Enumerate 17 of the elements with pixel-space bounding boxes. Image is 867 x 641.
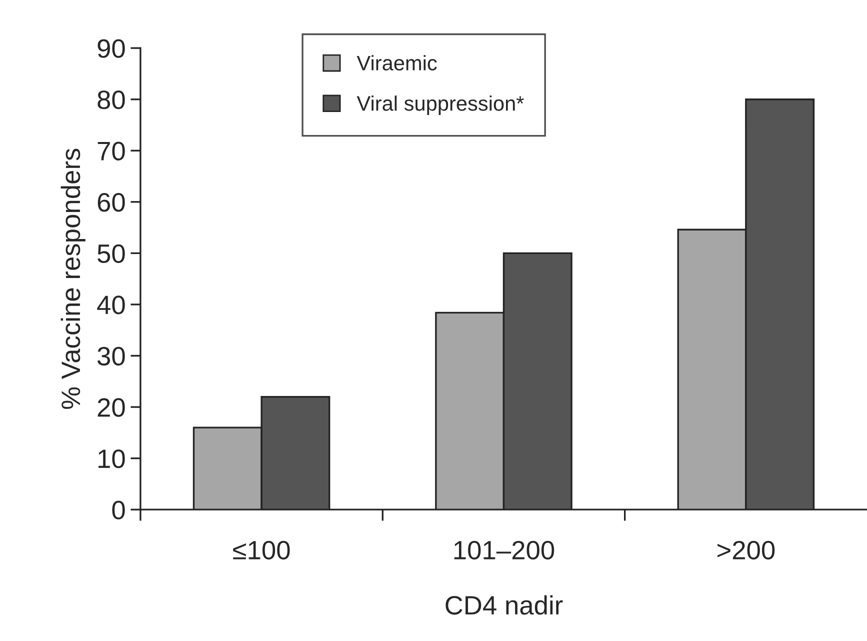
y-tick-label: 70 <box>98 142 125 160</box>
x-tick-label: 101–200 <box>454 540 554 560</box>
y-tick-label: 0 <box>112 500 125 520</box>
y-tick-label: 10 <box>98 449 125 468</box>
y-tick-label: 20 <box>98 398 125 417</box>
x-tick-label: ≤100 <box>233 540 290 560</box>
y-tick-label: 30 <box>98 346 125 366</box>
legend-label: Viral suppression* <box>356 96 524 115</box>
y-tick-label: 40 <box>97 296 125 314</box>
y-axis-title: % Vaccine responders <box>60 148 86 409</box>
y-tick-label: 80 <box>98 90 125 110</box>
y-tick-label: 90 <box>98 39 125 58</box>
legend-label: Viraemic <box>356 55 437 70</box>
y-tick-label: 50 <box>98 244 125 264</box>
y-tick-label: 60 <box>98 193 125 212</box>
x-axis-title: CD4 nadir <box>446 595 563 615</box>
x-tick-label: >200 <box>717 540 775 560</box>
